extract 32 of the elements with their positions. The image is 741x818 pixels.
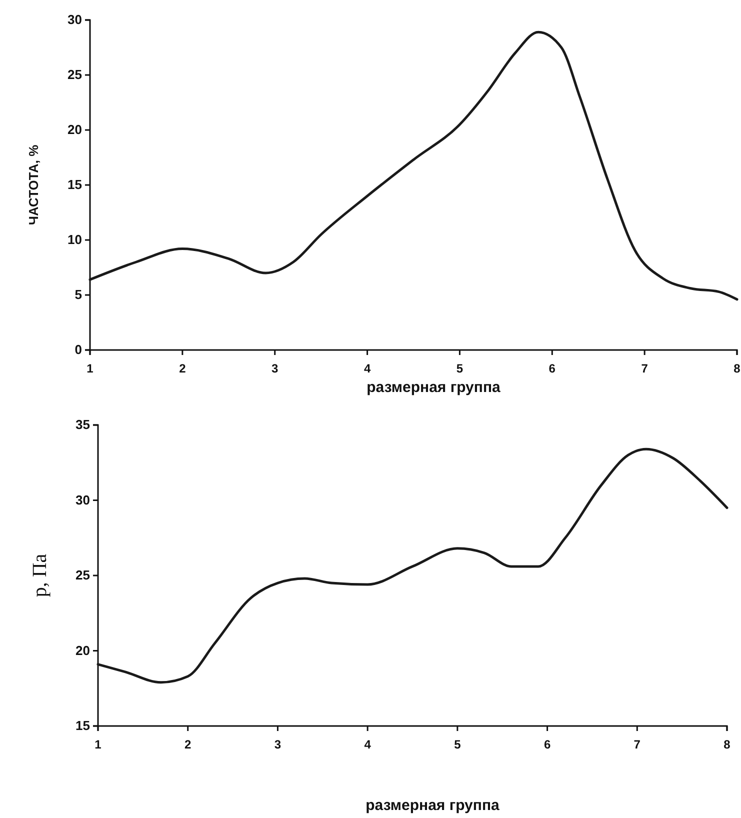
y-tick-label: 25 <box>76 568 90 583</box>
x-tick-label: 1 <box>86 361 94 376</box>
y-tick-label: 30 <box>68 12 82 28</box>
y-tick-label: 15 <box>76 718 90 734</box>
x-tick-label: 6 <box>544 737 551 752</box>
y-axis-title: ЧАСТОТА, % <box>26 144 41 226</box>
x-tick-label: 2 <box>184 737 192 752</box>
x-tick-label: 2 <box>179 361 186 376</box>
x-tick-label: 7 <box>641 361 648 376</box>
y-tick-label: 20 <box>76 642 90 658</box>
x-tick-label: 4 <box>364 737 372 752</box>
x-tick-label: 5 <box>454 737 462 752</box>
x-tick-label: 7 <box>634 737 641 752</box>
y-tick-label: 25 <box>68 67 82 82</box>
y-tick-label: 10 <box>68 232 82 248</box>
x-tick-label: 8 <box>734 361 741 376</box>
y-axis-title: p, Па <box>29 554 51 598</box>
y-tick-label: 5 <box>74 287 82 302</box>
y-tick-label: 20 <box>68 122 82 138</box>
y-tick-label: 30 <box>76 492 90 508</box>
x-tick-label: 3 <box>274 737 282 752</box>
x-axis-title: размерная группа <box>366 379 502 396</box>
x-tick-label: 6 <box>548 361 556 376</box>
x-tick-label: 8 <box>724 737 731 752</box>
y-tick-label: 15 <box>68 177 82 192</box>
x-tick-label: 3 <box>272 361 279 376</box>
y-tick-label: 35 <box>76 417 90 432</box>
x-tick-label: 4 <box>364 361 371 376</box>
y-tick-label: 0 <box>74 342 82 358</box>
x-tick-label: 5 <box>456 361 464 376</box>
x-axis-title: размерная группа <box>366 797 500 814</box>
x-tick-label: 1 <box>94 737 102 752</box>
